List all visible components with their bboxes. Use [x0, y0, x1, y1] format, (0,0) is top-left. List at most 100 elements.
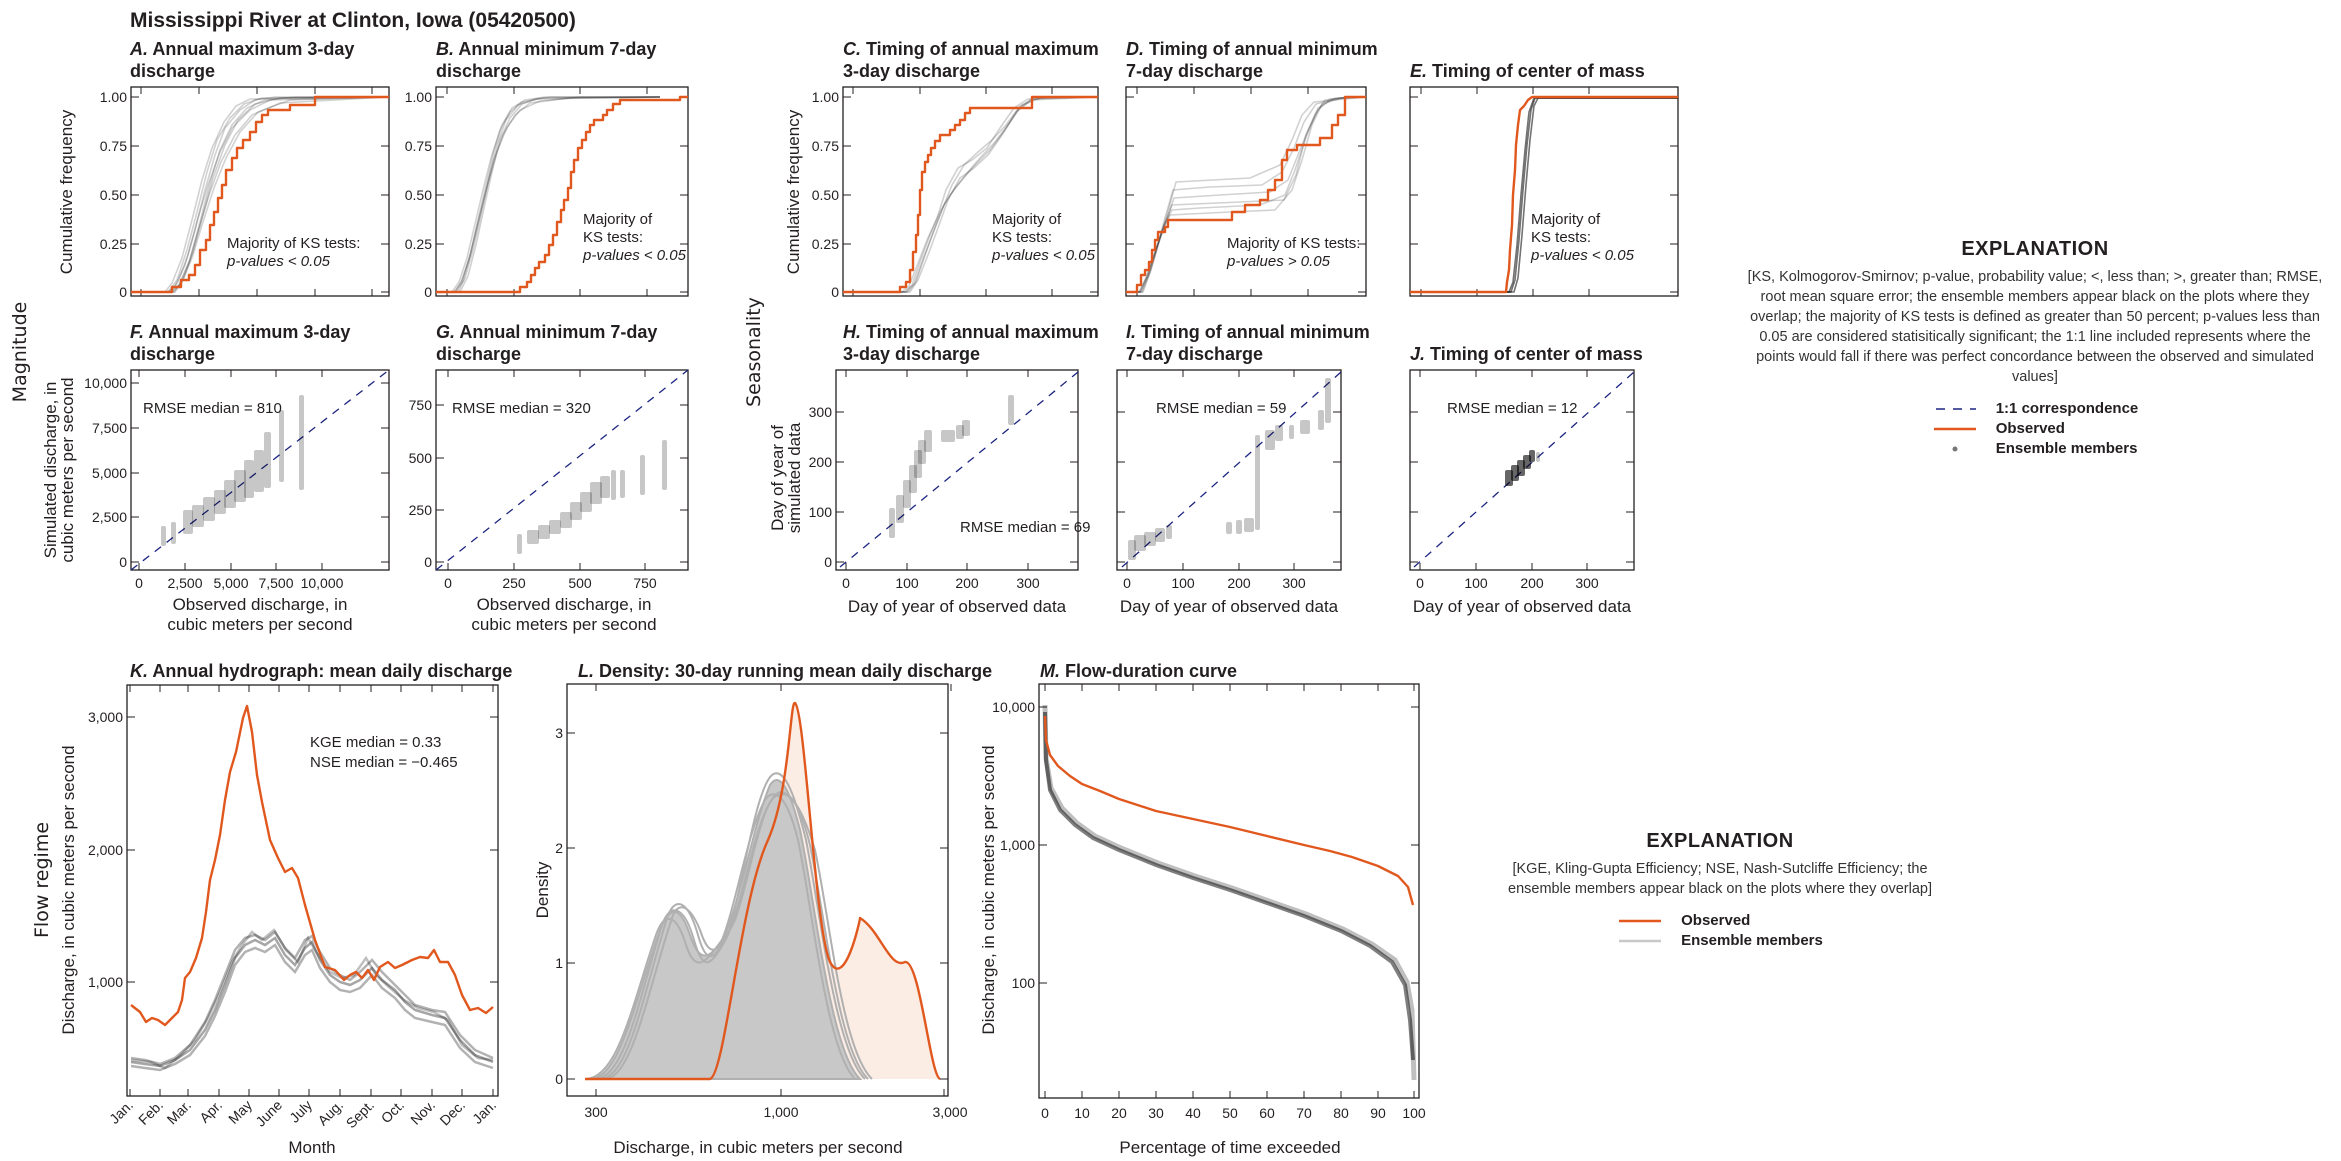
- y-tick: 7,500: [92, 420, 127, 436]
- plot-frame: [1125, 86, 1367, 297]
- observed-cdf-line: [436, 95, 688, 294]
- plot-frame: [842, 86, 1099, 297]
- rmse-annotation: RMSE median = 320: [452, 400, 591, 417]
- y-tick: 300: [809, 404, 833, 420]
- panel-j: J. Timing of center of mass 0 100 200 30…: [1409, 344, 1643, 616]
- x-tick: 100: [1171, 575, 1195, 591]
- plot-frame: [435, 86, 689, 297]
- ks-note-line1: Majority of KS tests:: [1227, 235, 1360, 252]
- ensemble-cdf-lines: [436, 96, 661, 293]
- ensemble-points: [161, 395, 304, 546]
- ensemble-fdc-lines: [1042, 704, 1417, 1081]
- legend-item-ensemble: Ensemble members: [1617, 932, 1823, 949]
- panel-letter: C.: [843, 39, 861, 59]
- ks-note-line3: p-values < 0.05: [582, 247, 687, 264]
- panel-title-line2: 3-day discharge: [843, 61, 980, 81]
- y-axis-label-line1: Simulated discharge, in: [41, 382, 60, 559]
- y-tick: 0: [824, 554, 832, 570]
- x-tick: 750: [633, 575, 657, 591]
- x-tick: 1,000: [763, 1104, 798, 1120]
- panel-letter: A.: [129, 39, 148, 59]
- kge-annotation: KGE median = 0.33: [310, 734, 441, 751]
- x-axis-label: Day of year of observed data: [848, 597, 1067, 616]
- x-tick: 300: [584, 1104, 608, 1120]
- y-tick: 10,000: [992, 699, 1035, 715]
- panel-i: I. Timing of annual minimum 7-day discha…: [1116, 322, 1370, 616]
- y-axis-label: Cumulative frequency: [784, 109, 803, 274]
- x-axis-label: Discharge, in cubic meters per second: [613, 1138, 902, 1157]
- y-tick: 0: [119, 284, 127, 300]
- x-tick: Dec.: [436, 1097, 468, 1129]
- x-tick: July: [286, 1097, 315, 1126]
- y-tick: 250: [409, 502, 433, 518]
- legend-description: [KS, Kolmogorov-Smirnov; p-value, probab…: [1747, 269, 2323, 385]
- panel-letter: H.: [843, 322, 861, 342]
- x-tick: 90: [1370, 1105, 1386, 1121]
- x-tick: 30: [1148, 1105, 1164, 1121]
- panel-letter: E.: [1410, 61, 1427, 81]
- x-tick: Oct.: [378, 1097, 407, 1126]
- x-tick: Nov.: [407, 1097, 438, 1128]
- svg-text:B. Annual minimum 7-day: B. Annual minimum 7-day: [436, 39, 656, 59]
- y-axis-label-line2: simulated data: [785, 422, 804, 533]
- x-tick: 300: [1575, 575, 1599, 591]
- svg-text:D. Timing of annual minimum: D. Timing of annual minimum: [1126, 39, 1378, 59]
- figure-title: Mississippi River at Clinton, Iowa (0542…: [130, 9, 576, 32]
- nse-annotation: NSE median = −0.465: [310, 754, 458, 771]
- legend-heading: EXPLANATION: [1961, 238, 2109, 260]
- x-tick: 0: [444, 575, 452, 591]
- svg-text:F. Annual maximum 3-day: F. Annual maximum 3-day: [130, 322, 350, 342]
- svg-text:L. Density: 30-day running mea: L. Density: 30-day running mean daily di…: [578, 661, 992, 681]
- panel-title-line1: Annual minimum 7-day: [458, 39, 656, 59]
- svg-text:I. Timing of annual minimum: I. Timing of annual minimum: [1126, 322, 1370, 342]
- panel-d: D. Timing of annual minimum 7-day discha…: [1125, 39, 1378, 297]
- y-tick: 100: [1012, 975, 1036, 991]
- ks-note-line2: KS tests:: [583, 229, 643, 246]
- y-tick: 3: [555, 725, 563, 741]
- y-tick: 0.25: [405, 236, 432, 252]
- svg-text:K. Annual hydrograph: mean dai: K. Annual hydrograph: mean daily dischar…: [130, 661, 512, 681]
- panel-title-line1: Annual maximum 3-day: [152, 39, 354, 59]
- y-axis-label: Cumulative frequency: [57, 109, 76, 274]
- observed-cdf-line: [131, 95, 389, 294]
- x-tick: 0: [135, 575, 143, 591]
- observed-hydrograph-line: [130, 704, 494, 1027]
- observed-fdc-line: [1043, 715, 1415, 906]
- svg-text:H. Timing of annual maximum: H. Timing of annual maximum: [843, 322, 1099, 342]
- y-tick: 1,000: [88, 974, 123, 990]
- legend-item-observed: Observed: [1932, 420, 2139, 437]
- x-tick: 20: [1111, 1105, 1127, 1121]
- panel-letter: M.: [1040, 661, 1060, 681]
- y-tick: 5,000: [92, 465, 127, 481]
- panel-m: M. Flow-duration curve 100 1,000 10,000 …: [979, 661, 1426, 1157]
- rmse-annotation: RMSE median = 12: [1447, 400, 1577, 417]
- x-tick: 0: [1041, 1105, 1049, 1121]
- y-tick: 3,000: [88, 709, 123, 725]
- legend-explanation-bottom: EXPLANATION [KGE, Kling-Gupta Efficiency…: [1485, 830, 1955, 952]
- x-axis-label-line1: Observed discharge, in: [477, 595, 652, 614]
- x-axis-label: Month: [288, 1138, 335, 1157]
- panel-a: A. Annual maximum 3-day discharge 0 0.25…: [57, 39, 390, 300]
- x-tick: 250: [502, 575, 526, 591]
- x-tick: 80: [1333, 1105, 1349, 1121]
- plot-frame: [130, 369, 390, 571]
- panel-letter: J.: [1410, 344, 1425, 364]
- x-tick: Apr.: [196, 1097, 225, 1126]
- x-tick: 5,000: [213, 575, 248, 591]
- observed-cdf-line: [1126, 95, 1366, 294]
- observed-density-line: [585, 701, 941, 1081]
- one-to-one-line: [1413, 371, 1635, 568]
- panel-title-line1: Annual hydrograph: mean daily discharge: [152, 661, 512, 681]
- ks-note-line3: p-values < 0.05: [1530, 247, 1635, 264]
- x-axis-label: Percentage of time exceeded: [1119, 1138, 1340, 1157]
- rmse-annotation: RMSE median = 810: [143, 400, 282, 417]
- panel-e: E. Timing of center of mass Majority of …: [1409, 61, 1679, 297]
- y-tick: 0.75: [405, 138, 432, 154]
- row-label-flow-regime: Flow regime: [31, 822, 53, 938]
- y-tick: 0.50: [405, 187, 432, 203]
- y-tick: 0.50: [812, 187, 839, 203]
- legend-explanation-top: EXPLANATION [KS, Kolmogorov-Smirnov; p-v…: [1745, 238, 2325, 460]
- ensemble-points: [1128, 378, 1331, 560]
- plot-frame: [435, 369, 689, 571]
- x-tick: 500: [568, 575, 592, 591]
